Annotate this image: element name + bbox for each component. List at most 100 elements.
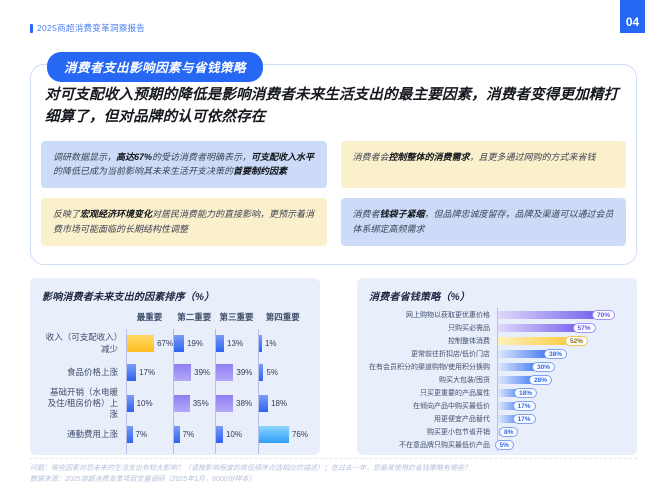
rank-value: 76% (291, 430, 308, 440)
rank-cell: 13% (215, 329, 257, 358)
strategy-chart-panel: 消费者省钱策略（%） 网上购物以获取更优惠价格 70% 只购买必需品 57% 控制整体消… (357, 278, 637, 455)
rank-value: 19% (186, 339, 203, 348)
rank-cell: 5% (257, 358, 308, 387)
rank-value: 10% (225, 430, 242, 440)
strategy-bar (498, 310, 609, 319)
rank-bar (174, 335, 184, 352)
strategy-bar-track: 30% (497, 360, 625, 373)
title-tick-icon (30, 23, 33, 33)
headline: 对可支配收入预期的降低是影响消费者未来生活支出的最主要因素，消费者变得更加精打细… (45, 87, 619, 125)
callout-text-segment: 可支配收入水平 (251, 151, 315, 162)
rank-axis-stub (173, 449, 215, 455)
rank-column-header: 第四重要 (265, 312, 300, 322)
rank-bar (174, 395, 190, 413)
rank-cell: 38% (215, 387, 257, 421)
rank-value: 39% (236, 368, 253, 377)
strategy-bar (498, 375, 546, 384)
strategy-value-pill: 5% (494, 439, 514, 450)
rank-cell: 17% (126, 358, 173, 387)
callout-text-segment: ，且更多通过网购的方式来省钱 (469, 151, 596, 162)
strategy-label: 用更便宜产品替代 (434, 415, 490, 423)
rank-column-header: 第二重要 (177, 312, 212, 322)
charts-section: 影响消费者未来支出的因素排序（%） 最重要 第二重要 第三重要 第四重要 收入（可支配收… (30, 278, 637, 455)
rank-cell: 1% (257, 329, 308, 358)
strategy-label: 更常前往折扣店/低价门店 (411, 350, 490, 358)
rank-bar (216, 395, 234, 413)
report-title: 2025商超消费变革洞察报告 (30, 22, 145, 34)
rank-cell: 19% (173, 329, 215, 358)
rank-bar (216, 426, 223, 444)
strategy-bar-track: 38% (497, 347, 625, 360)
callout-text-segment: 高达67% (116, 151, 153, 162)
rank-cell: 39% (215, 358, 257, 387)
callout-text-segment: 控制整体的消费需求 (388, 151, 470, 162)
strategy-value-pill: 70% (592, 309, 616, 320)
strategy-row: 购买更小包节省开销 8% (369, 425, 625, 438)
rank-chart-title: 影响消费者未来支出的因素排序（%） (42, 292, 215, 303)
strategy-bar (498, 349, 561, 358)
summary-card: 消费者支出影响因素与省钱策略 对可支配收入预期的降低是影响消费者未来生活支出的最… (30, 52, 637, 265)
strategy-bar-track: 52% (497, 334, 625, 347)
strategy-label: 在有会员积分的渠道购物/使用积分换购 (369, 363, 490, 371)
rank-value: 7% (182, 430, 195, 440)
callout-text-segment: 消费者 (352, 209, 380, 220)
strategy-label: 购买更小包节省开销 (427, 428, 490, 436)
rank-row-label: 通勤费用上涨 (66, 429, 118, 440)
rank-bar (258, 364, 264, 381)
strategy-bar (498, 336, 582, 345)
footnote-question: 问题：哪些因素对您未来的生活支出有较大影响？（请按影响程度的高低顺序点选相应的描… (30, 465, 471, 472)
strategy-bar (498, 323, 590, 332)
strategy-bar-track: 70% (497, 308, 625, 321)
page-number: 04 (625, 15, 640, 29)
strategy-value-pill: 18% (514, 387, 538, 398)
rank-value: 17% (139, 368, 156, 377)
rank-cell: 7% (126, 420, 173, 450)
rank-bar (174, 426, 180, 444)
callout-text-segment: 反映了 (53, 209, 81, 220)
rank-bar (216, 335, 225, 352)
rank-bar (258, 426, 289, 444)
rank-value: 38% (236, 399, 253, 409)
strategy-chart-rows: 网上购物以获取更优惠价格 70% 只购买必需品 57% 控制整体消费 52% 更常前往折扣店… (369, 308, 625, 451)
callout-text-segment: 钱袋子紧缩 (379, 209, 425, 220)
rank-value: 35% (192, 399, 209, 409)
callout-text-segment: 宏观经济环境变化 (80, 209, 153, 220)
strategy-row: 用更便宜产品替代 17% (369, 412, 625, 425)
rank-bar (127, 395, 134, 413)
strategy-value-pill: 30% (532, 361, 556, 372)
strategy-label: 网上购物以获取更优惠价格 (406, 311, 490, 319)
rank-value: 18% (271, 399, 288, 409)
rank-row-label: 收入（可支配收入）减少 (45, 332, 118, 354)
callout-text-segment: 的降低已成为当前影响其未来生活开支决策的 (53, 166, 234, 177)
rank-column-header: 第三重要 (219, 312, 254, 322)
callout-text-segment: 对居民消费能力的直接影响，更预示着消费市场可能面临的长期结构性调整 (53, 209, 315, 235)
callout-3: 反映了宏观经济环境变化对居民消费能力的直接影响，更预示着消费市场可能面临的长期结… (41, 198, 327, 246)
strategy-label: 购买大包装/囤货 (439, 376, 490, 384)
callout-2: 消费者会控制整体的消费需求，且更多通过网购的方式来省钱 (340, 140, 626, 189)
strategy-bar-track: 18% (497, 386, 625, 399)
rank-chart-panel: 影响消费者未来支出的因素排序（%） 最重要 第二重要 第三重要 第四重要 收入（可支配收… (30, 278, 320, 455)
rank-bar (258, 395, 269, 413)
strategy-label: 只买更重要的产品属性 (420, 389, 490, 397)
rank-cell: 39% (173, 358, 215, 387)
strategy-chart-title: 消费者省钱策略（%） (369, 292, 470, 303)
rank-row-label: 基础开销（水电暖及住/租房价格）上涨 (47, 387, 118, 420)
rank-value: 1% (264, 339, 277, 348)
rank-bar (258, 335, 262, 352)
rank-cell: 35% (173, 387, 215, 421)
callouts-grid: 调研数据显示，高达67%的受访消费者明确表示，可支配收入水平的降低已成为当前影响… (31, 129, 636, 246)
strategy-row: 在倾向产品中购买最低价 17% (369, 399, 625, 412)
strategy-row: 只购买必需品 57% (369, 321, 625, 334)
rank-bar (127, 335, 155, 352)
strategy-label: 控制整体消费 (448, 337, 490, 345)
page-number-badge: 04 (620, 0, 645, 33)
strategy-bar-track: 28% (497, 373, 625, 386)
callout-text-segment: ，但品牌忠诚度留存，品牌及渠道可以通过会员体系绑定高频需求 (352, 209, 614, 235)
callout-text-segment: 调研数据显示， (53, 151, 117, 162)
rank-value: 7% (135, 430, 148, 440)
strategy-value-pill: 28% (529, 374, 553, 385)
rank-value: 13% (227, 339, 244, 348)
rank-cell: 18% (257, 387, 308, 421)
strategy-bar-track: 8% (497, 425, 625, 438)
rank-value: 67% (157, 339, 174, 348)
